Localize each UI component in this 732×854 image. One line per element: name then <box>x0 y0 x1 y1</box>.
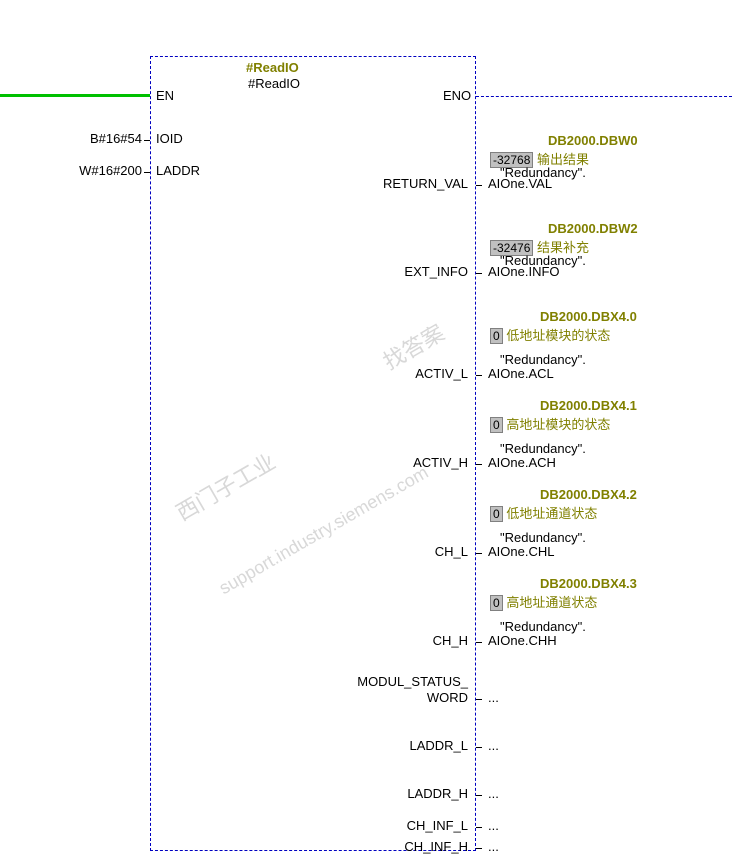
power-rail <box>0 94 150 97</box>
out-sym: "Redundancy". <box>500 352 586 367</box>
out-value-row: 0 低地址通道状态 <box>490 503 597 522</box>
ladder-canvas: 找答案 西门子工业 support.industry.siemens.com #… <box>0 0 732 851</box>
pin-laddr-l: LADDR_L <box>360 738 468 753</box>
out-addr: DB2000.DBX4.1 <box>540 398 637 413</box>
block-title: #ReadIO <box>246 60 299 75</box>
eno-rail <box>476 96 732 97</box>
monitor-value: 0 <box>490 417 503 433</box>
pin-laddr: LADDR <box>156 163 200 178</box>
input-ioid-value[interactable]: B#16#54 <box>72 131 142 146</box>
out-value-row: 0 高地址模块的状态 <box>490 414 610 433</box>
monitor-value: 0 <box>490 506 503 522</box>
out-field: AIOne.CHL <box>488 544 554 559</box>
out-addr: DB2000.DBX4.0 <box>540 309 637 324</box>
out-field: AIOne.INFO <box>488 264 560 279</box>
out-addr: DB2000.DBX4.3 <box>540 576 637 591</box>
out-ellipsis: ... <box>488 786 499 801</box>
out-field: AIOne.VAL <box>488 176 552 191</box>
pin-ioid: IOID <box>156 131 183 146</box>
block-subtitle: #ReadIO <box>248 76 300 91</box>
out-sym: "Redundancy". <box>500 530 586 545</box>
pin-eno: ENO <box>443 88 471 103</box>
pin-en: EN <box>156 88 174 103</box>
out-value-row: 0 高地址通道状态 <box>490 592 597 611</box>
out-field: AIOne.ACH <box>488 455 556 470</box>
out-field: AIOne.CHH <box>488 633 557 648</box>
out-value-row: 0 低地址模块的状态 <box>490 325 610 344</box>
out-addr: DB2000.DBX4.2 <box>540 487 637 502</box>
pin-ch-inf-h: CH_INF_H <box>360 839 468 854</box>
out-ellipsis: ... <box>488 818 499 833</box>
pin-ext-info: EXT_INFO <box>360 264 468 279</box>
pin-modul-status-word-2: WORD <box>360 690 468 705</box>
out-ellipsis: ... <box>488 738 499 753</box>
pin-modul-status-word: MODUL_STATUS_ <box>330 674 468 689</box>
out-addr: DB2000.DBW2 <box>548 221 638 236</box>
out-sym: "Redundancy". <box>500 619 586 634</box>
out-ellipsis: ... <box>488 839 499 854</box>
monitor-value: 0 <box>490 328 503 344</box>
pin-activ-h: ACTIV_H <box>360 455 468 470</box>
pin-ch-inf-l: CH_INF_L <box>360 818 468 833</box>
pin-ch-l: CH_L <box>360 544 468 559</box>
out-field: AIOne.ACL <box>488 366 554 381</box>
pin-activ-l: ACTIV_L <box>360 366 468 381</box>
input-laddr-value[interactable]: W#16#200 <box>55 163 142 178</box>
out-sym: "Redundancy". <box>500 441 586 456</box>
monitor-value: 0 <box>490 595 503 611</box>
pin-ch-h: CH_H <box>360 633 468 648</box>
pin-return-val: RETURN_VAL <box>360 176 468 191</box>
pin-laddr-h: LADDR_H <box>360 786 468 801</box>
out-addr: DB2000.DBW0 <box>548 133 638 148</box>
out-ellipsis: ... <box>488 690 499 705</box>
